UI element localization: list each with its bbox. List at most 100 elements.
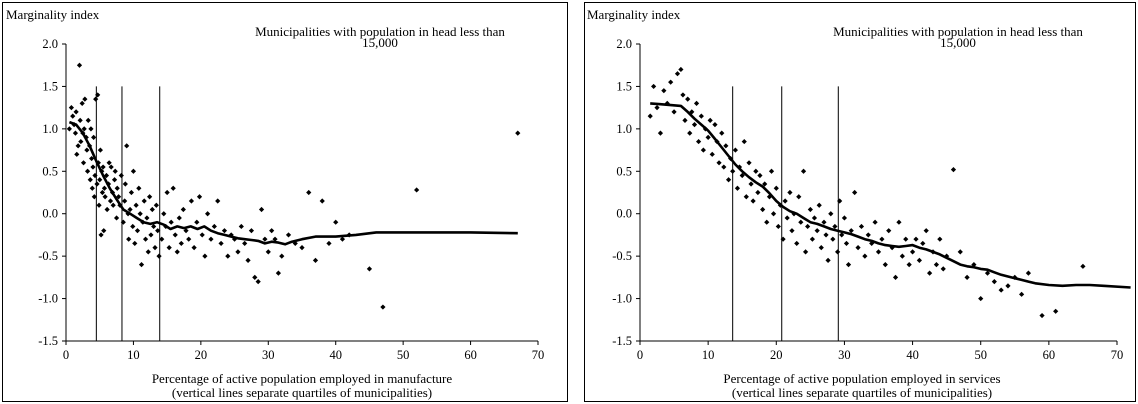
data-point [685, 96, 691, 102]
data-point [746, 160, 752, 166]
data-point [971, 262, 977, 268]
data-point [107, 198, 114, 204]
y-axis-title: Marginality index [6, 7, 100, 22]
data-point [108, 164, 114, 170]
data-point [99, 189, 106, 196]
data-point [828, 211, 834, 217]
x-tick-label: 30 [262, 348, 275, 362]
data-point [896, 219, 902, 225]
trend-line [68, 120, 518, 246]
data-point [94, 181, 100, 187]
data-point [798, 219, 804, 225]
data-point [79, 100, 85, 106]
data-point [66, 126, 72, 132]
data-point [927, 270, 933, 276]
data-point [775, 223, 781, 230]
data-point [142, 236, 149, 242]
data-point [188, 198, 195, 204]
y-tick-label: 2.0 [616, 37, 632, 51]
data-point [872, 219, 878, 225]
x-axis-title: Percentage of active population employed… [152, 371, 453, 386]
data-point [852, 189, 858, 196]
data-point [732, 147, 738, 153]
data-point [73, 109, 79, 115]
annotation-line-1: Municipalities with population in head l… [833, 24, 1083, 39]
data-point [285, 232, 292, 238]
data-point [821, 219, 827, 225]
data-point [964, 274, 970, 280]
data-point [96, 202, 102, 208]
annotation-line-2: 15,000 [940, 35, 976, 50]
panel-frame [2, 2, 568, 402]
data-point [106, 160, 112, 166]
data-point [78, 138, 84, 145]
data-point [112, 168, 118, 174]
data-point [84, 147, 90, 153]
data-point [651, 83, 657, 90]
data-point [657, 130, 664, 136]
data-point [843, 240, 850, 247]
trend-line [650, 102, 1131, 289]
data-point [709, 151, 715, 157]
data-point [221, 228, 228, 234]
data-point [721, 164, 727, 170]
data-point [773, 185, 779, 191]
data-point [183, 228, 189, 234]
data-point [255, 279, 261, 285]
data-point [680, 92, 686, 98]
data-point [1005, 283, 1011, 289]
data-point [151, 223, 157, 230]
x-tick-label: 20 [195, 348, 208, 362]
data-point [196, 194, 203, 200]
data-point [661, 88, 667, 94]
y-tick-label: 0.5 [42, 164, 58, 178]
data-point [682, 117, 688, 123]
data-point [101, 228, 107, 234]
data-point [858, 223, 865, 230]
data-point [97, 147, 103, 153]
data-point [725, 177, 732, 183]
data-point [202, 253, 208, 259]
data-point [74, 151, 80, 157]
data-point [782, 198, 788, 204]
data-point [739, 172, 745, 179]
data-point [807, 206, 813, 213]
data-point [809, 236, 816, 242]
annotation-line-1: Municipalities with population in head l… [255, 24, 505, 39]
data-point [923, 228, 929, 234]
y-tick-label: -1.5 [38, 334, 58, 348]
data-point [130, 223, 136, 230]
data-point [333, 219, 339, 225]
data-point [215, 198, 221, 204]
y-tick-label: 1.0 [616, 122, 632, 136]
data-point [886, 228, 892, 234]
data-point [245, 257, 251, 263]
data-point [128, 189, 135, 196]
data-point [252, 274, 258, 280]
y-tick-label: -0.5 [612, 249, 632, 263]
data-point [933, 262, 940, 268]
data-point [118, 172, 124, 179]
y-axis-title: Marginality index [587, 7, 681, 22]
data-point [138, 262, 145, 268]
data-point [326, 240, 332, 247]
y-tick-label: 1.0 [42, 122, 58, 136]
x-tick-label: 0 [63, 348, 69, 362]
data-point [144, 215, 150, 221]
data-point [991, 279, 997, 285]
data-point [1039, 312, 1045, 319]
data-point [120, 219, 126, 225]
data-point [113, 215, 120, 221]
data-point [835, 249, 841, 255]
data-point [122, 181, 128, 187]
panel-frame [584, 2, 1136, 402]
annotation-line-2: 15,000 [362, 35, 398, 50]
data-point [180, 206, 186, 213]
data-point [178, 240, 184, 247]
data-point [91, 134, 97, 140]
data-point [172, 232, 178, 238]
data-point [691, 122, 698, 128]
data-point [668, 79, 674, 85]
data-point [865, 232, 871, 238]
data-point [700, 147, 706, 153]
